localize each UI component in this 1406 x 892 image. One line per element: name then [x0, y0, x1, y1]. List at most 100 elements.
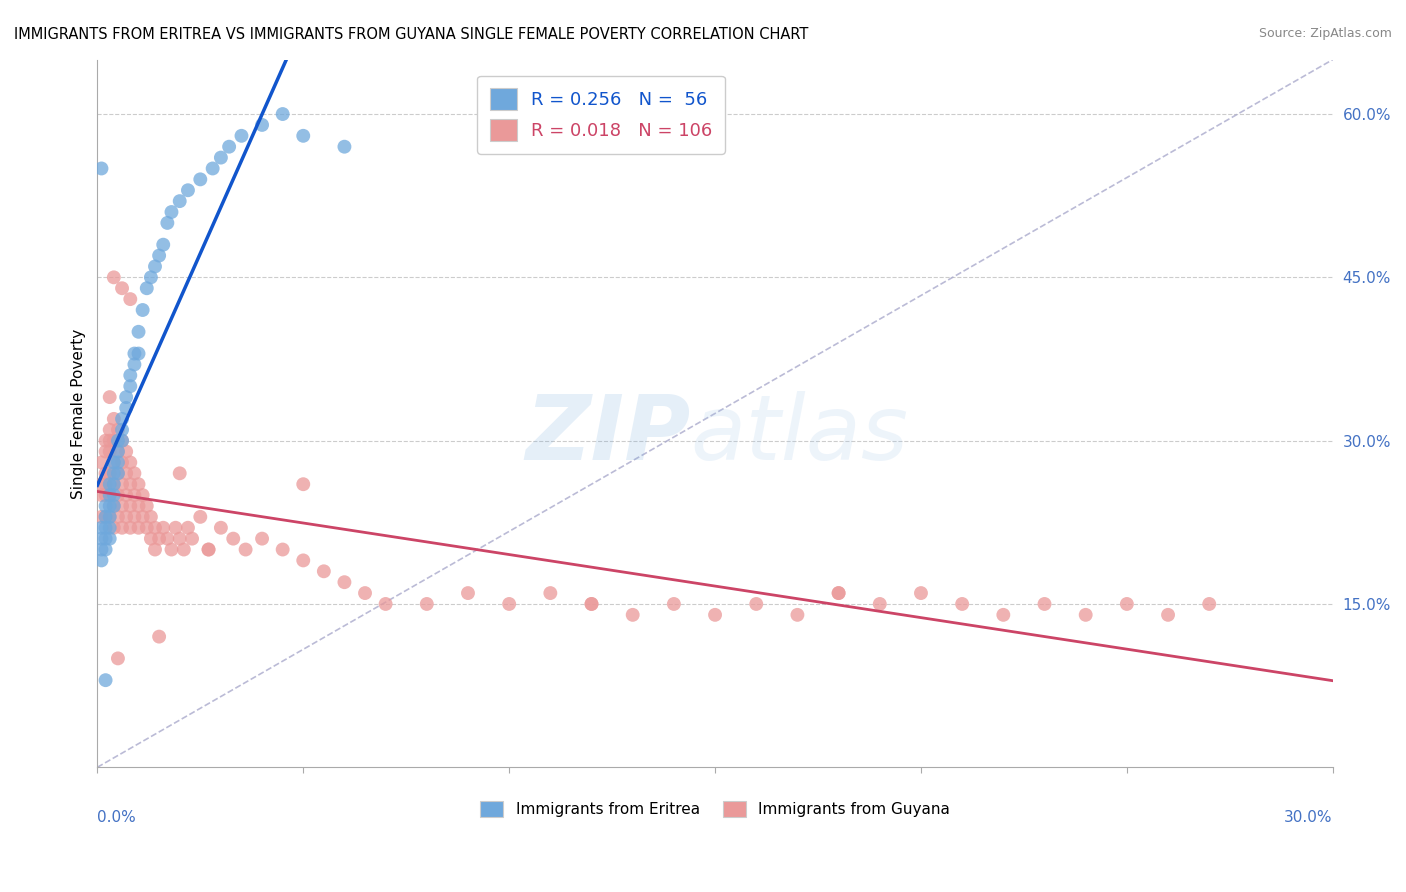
Point [111, 434, 134, 448]
Point [111, 412, 134, 426]
Point [98, 532, 121, 546]
Point [94, 467, 117, 481]
Point [250, 532, 273, 546]
Point [152, 237, 174, 252]
Point [98, 488, 121, 502]
Point [197, 542, 219, 557]
Point [94, 509, 117, 524]
Point [103, 455, 125, 469]
Point [143, 521, 166, 535]
Point [128, 477, 150, 491]
Point [111, 455, 134, 469]
Point [103, 499, 125, 513]
Point [120, 521, 142, 535]
Point [827, 586, 849, 600]
Point [103, 488, 125, 502]
Point [827, 586, 849, 600]
Point [120, 455, 142, 469]
Point [786, 607, 808, 622]
Point [169, 532, 191, 546]
Point [90, 477, 112, 491]
Point [292, 553, 315, 567]
Point [94, 673, 117, 688]
Point [124, 488, 146, 502]
Point [209, 521, 232, 535]
Point [222, 532, 245, 546]
Point [115, 444, 138, 458]
Point [354, 586, 377, 600]
Point [103, 455, 125, 469]
Point [869, 597, 891, 611]
Point [103, 521, 125, 535]
Point [98, 423, 121, 437]
Point [120, 499, 142, 513]
Point [98, 477, 121, 491]
Point [581, 597, 603, 611]
Point [94, 521, 117, 535]
Point [103, 412, 125, 426]
Point [169, 194, 191, 208]
Text: atlas: atlas [690, 391, 908, 479]
Point [993, 607, 1015, 622]
Point [124, 346, 146, 360]
Point [160, 542, 183, 557]
Point [135, 499, 157, 513]
Point [581, 597, 603, 611]
Point [139, 270, 162, 285]
Point [94, 499, 117, 513]
Point [111, 434, 134, 448]
Point [103, 467, 125, 481]
Point [107, 444, 129, 458]
Point [120, 379, 142, 393]
Point [1198, 597, 1220, 611]
Point [94, 542, 117, 557]
Point [173, 542, 195, 557]
Point [98, 467, 121, 481]
Point [107, 423, 129, 437]
Point [90, 532, 112, 546]
Point [1157, 607, 1180, 622]
Point [910, 586, 932, 600]
Point [107, 467, 129, 481]
Point [115, 390, 138, 404]
Point [90, 542, 112, 557]
Text: Source: ZipAtlas.com: Source: ZipAtlas.com [1258, 27, 1392, 40]
Point [128, 521, 150, 535]
Point [374, 597, 396, 611]
Point [120, 292, 142, 306]
Y-axis label: Single Female Poverty: Single Female Poverty [72, 328, 86, 499]
Point [115, 509, 138, 524]
Point [131, 303, 153, 318]
Point [107, 488, 129, 502]
Point [333, 575, 356, 590]
Point [188, 172, 211, 186]
Point [111, 499, 134, 513]
Point [98, 509, 121, 524]
Point [156, 532, 179, 546]
Text: 0.0%: 0.0% [97, 810, 136, 825]
Point [538, 586, 561, 600]
Point [111, 423, 134, 437]
Point [745, 597, 768, 611]
Point [148, 249, 170, 263]
Point [292, 477, 315, 491]
Point [235, 542, 257, 557]
Point [90, 488, 112, 502]
Point [107, 467, 129, 481]
Point [271, 107, 294, 121]
Point [98, 434, 121, 448]
Point [120, 477, 142, 491]
Point [107, 434, 129, 448]
Point [98, 499, 121, 513]
Point [115, 401, 138, 415]
Point [128, 346, 150, 360]
Point [98, 488, 121, 502]
Point [143, 260, 166, 274]
Point [111, 477, 134, 491]
Point [197, 542, 219, 557]
Point [201, 161, 224, 176]
Point [124, 358, 146, 372]
Point [250, 118, 273, 132]
Point [1074, 607, 1097, 622]
Point [148, 532, 170, 546]
